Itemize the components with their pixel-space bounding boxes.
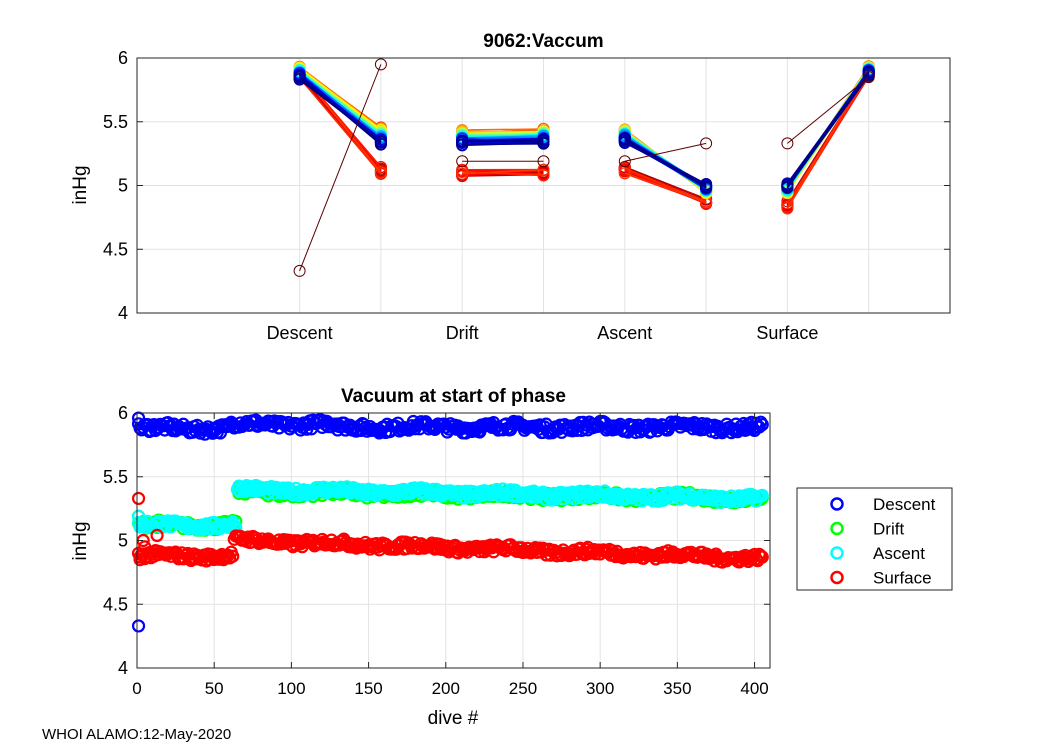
bottom-xtick-label: 0 bbox=[132, 679, 141, 698]
top-outlier-point bbox=[700, 137, 713, 150]
top-ytick-label: 5.5 bbox=[103, 112, 128, 132]
top-outlier-point bbox=[293, 264, 306, 277]
top-line-drift bbox=[462, 128, 544, 131]
legend-marker-surface bbox=[830, 570, 844, 585]
series-ascent bbox=[131, 478, 769, 537]
bottom-xtick-label: 150 bbox=[354, 679, 382, 698]
legend-marker-ascent bbox=[830, 546, 844, 560]
top-line-surface bbox=[786, 71, 870, 186]
top-point bbox=[456, 135, 469, 148]
bottom-xtick-label: 100 bbox=[277, 679, 305, 698]
footer-credit: WHOI ALAMO:12-May-2020 bbox=[42, 726, 232, 743]
top-point bbox=[618, 167, 631, 180]
bottom-ytick-label: 4.5 bbox=[103, 594, 128, 614]
legend-box bbox=[796, 487, 953, 591]
point-ascent-extra bbox=[230, 482, 244, 497]
legend-label-drift: Drift bbox=[873, 520, 904, 539]
top-outlier-line bbox=[787, 76, 870, 144]
top-ytick-label: 4 bbox=[118, 303, 128, 323]
top-point bbox=[374, 135, 387, 148]
point-surface bbox=[754, 549, 768, 563]
point-ascent bbox=[755, 488, 769, 502]
top-line-drift bbox=[462, 143, 544, 146]
bottom-xtick-label: 50 bbox=[205, 679, 224, 698]
top-line-descent bbox=[298, 77, 382, 175]
top-line-drift bbox=[462, 168, 544, 175]
top-point bbox=[537, 163, 550, 176]
top-point bbox=[537, 168, 550, 181]
bottom-chart-title: Vacuum at start of phase bbox=[341, 386, 566, 407]
top-ytick-label: 4.5 bbox=[103, 239, 128, 259]
bottom-xtick-label: 350 bbox=[663, 679, 691, 698]
top-xtick-label-surface: Surface bbox=[756, 323, 818, 343]
top-point bbox=[374, 166, 387, 179]
point-surface-extra bbox=[133, 553, 147, 567]
point-surface bbox=[755, 550, 769, 564]
top-point bbox=[456, 167, 469, 180]
top-line-surface bbox=[786, 75, 870, 188]
bottom-ytick-label: 6 bbox=[118, 403, 128, 423]
top-ytick-label: 5 bbox=[118, 176, 128, 196]
legend-label-surface: Surface bbox=[873, 569, 932, 588]
top-line-ascent bbox=[624, 137, 707, 189]
top-outlier-point bbox=[618, 155, 631, 168]
top-xtick-label-drift: Drift bbox=[446, 323, 479, 343]
bottom-ytick-label: 4 bbox=[118, 658, 128, 678]
top-outlier-line bbox=[624, 142, 707, 162]
top-outlier-point bbox=[374, 58, 387, 71]
top-point bbox=[781, 181, 794, 194]
top-point bbox=[456, 138, 469, 151]
series-descent bbox=[131, 413, 769, 633]
bottom-xlabel: dive # bbox=[428, 708, 479, 729]
point-surface bbox=[697, 549, 711, 564]
top-outlier-point bbox=[456, 155, 469, 168]
bottom-ylabel: inHg bbox=[70, 521, 91, 560]
legend-marker-drift bbox=[830, 521, 844, 536]
top-line-drift bbox=[462, 139, 544, 143]
top-outlier-point bbox=[781, 137, 794, 150]
bottom-xtick-label: 200 bbox=[432, 679, 460, 698]
top-point bbox=[537, 137, 550, 150]
top-outlier-point bbox=[862, 71, 875, 84]
point-surface-extra bbox=[150, 528, 164, 543]
top-xtick-label-descent: Descent bbox=[267, 323, 333, 343]
top-point bbox=[374, 138, 387, 151]
bottom-xtick-label: 300 bbox=[586, 679, 614, 698]
top-ytick-label: 6 bbox=[118, 48, 128, 68]
legend-label-descent: Descent bbox=[873, 495, 936, 514]
top-point bbox=[700, 181, 713, 194]
legend-marker-descent bbox=[830, 497, 844, 511]
top-point bbox=[781, 202, 794, 215]
top-line-descent bbox=[299, 78, 382, 143]
point-surface bbox=[226, 549, 240, 563]
point-ascent-first bbox=[131, 509, 146, 523]
top-line-descent bbox=[299, 72, 382, 139]
top-outlier-line bbox=[299, 64, 382, 272]
top-point bbox=[537, 134, 550, 147]
top-xtick-label-ascent: Ascent bbox=[597, 323, 652, 343]
top-line-descent bbox=[299, 74, 382, 141]
point-surface-extra bbox=[138, 540, 152, 554]
bottom-xtick-label: 250 bbox=[509, 679, 537, 698]
bottom-ytick-label: 5 bbox=[118, 531, 128, 551]
point-surface-first bbox=[131, 491, 146, 506]
bottom-xtick-label: 400 bbox=[740, 679, 768, 698]
top-ylabel: inHg bbox=[70, 165, 91, 204]
legend-label-ascent: Ascent bbox=[873, 544, 925, 563]
top-chart-title: 9062:Vaccum bbox=[483, 31, 603, 52]
top-point bbox=[618, 132, 631, 145]
point-descent-first bbox=[131, 619, 146, 633]
bottom-ytick-label: 5.5 bbox=[103, 467, 128, 487]
series-surface bbox=[131, 491, 769, 569]
point-descent bbox=[755, 417, 769, 432]
top-outlier-point bbox=[537, 155, 550, 168]
top-point bbox=[293, 73, 306, 86]
top-point bbox=[293, 70, 306, 83]
top-line-ascent bbox=[624, 172, 707, 203]
